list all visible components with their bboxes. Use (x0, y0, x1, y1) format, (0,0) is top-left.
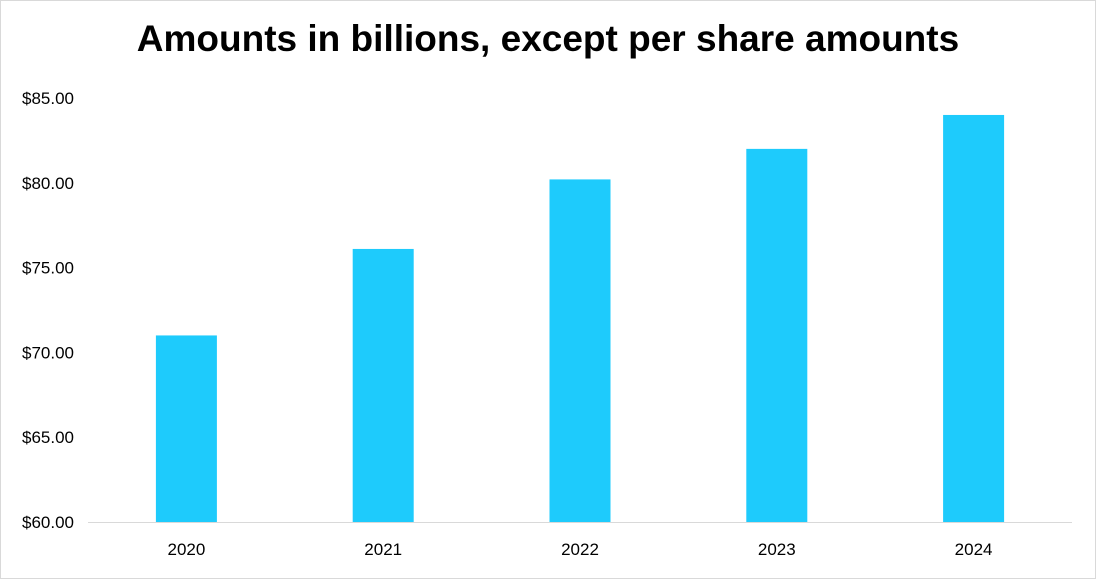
y-tick-label: $75.00 (22, 259, 74, 278)
y-tick-label: $60.00 (22, 513, 74, 532)
bar-2023 (746, 148, 808, 522)
chart-title: Amounts in billions, except per share am… (136, 18, 960, 59)
x-tick-label: 2022 (561, 540, 599, 559)
bar-2020 (155, 335, 217, 522)
y-axis-tick-labels: $60.00 $65.00 $70.00 $75.00 $80.00 $85.00 (22, 89, 74, 532)
x-axis-tick-labels: 2020 2021 2022 2023 2024 (167, 540, 992, 559)
x-tick-label: 2021 (364, 540, 402, 559)
x-tick-label: 2020 (167, 540, 205, 559)
bar-2022 (549, 179, 611, 522)
bar-2024 (943, 114, 1005, 523)
y-tick-label: $65.00 (22, 428, 74, 447)
x-tick-label: 2024 (955, 540, 993, 559)
bar-series (155, 114, 1005, 523)
bar-2021 (352, 248, 414, 522)
y-tick-label: $85.00 (22, 89, 74, 108)
x-tick-label: 2023 (758, 540, 796, 559)
y-tick-label: $80.00 (22, 174, 74, 193)
y-tick-label: $70.00 (22, 343, 74, 362)
